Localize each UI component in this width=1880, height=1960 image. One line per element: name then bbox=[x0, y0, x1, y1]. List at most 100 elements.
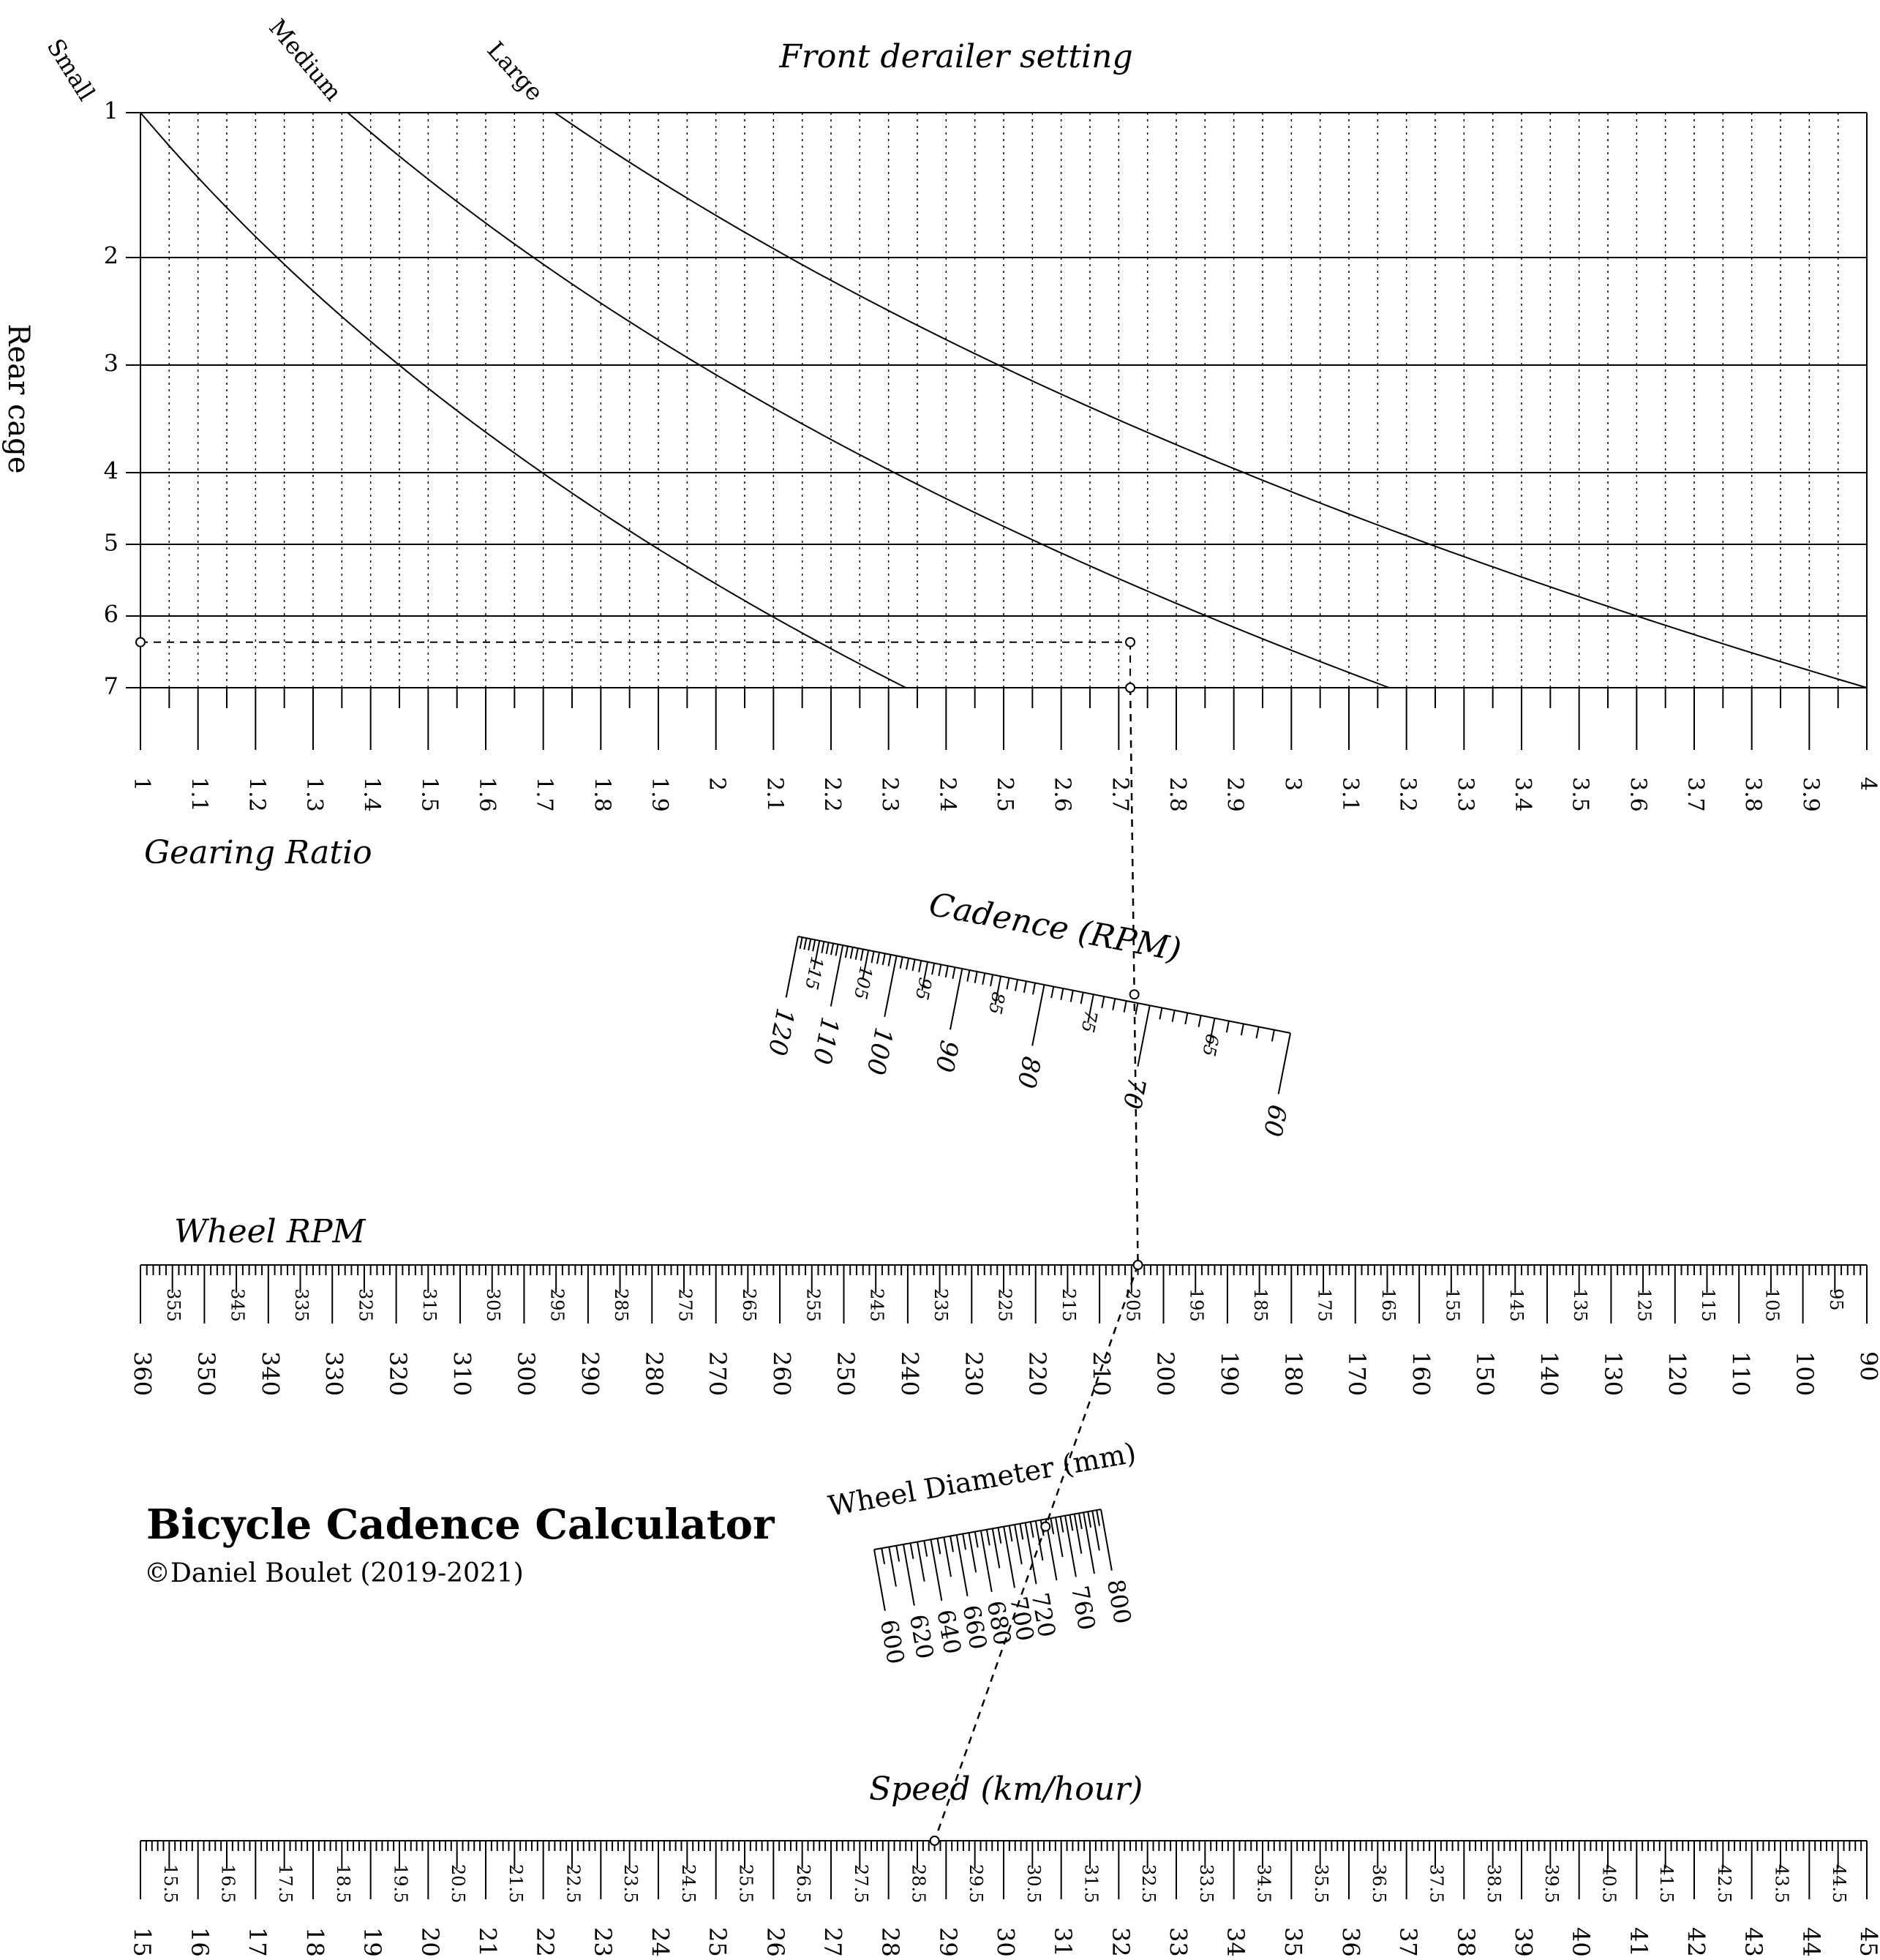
cadence-minor-tick bbox=[881, 953, 886, 966]
speed-minor-label: 22.5 bbox=[563, 1864, 584, 1903]
speed-major-label: 19 bbox=[358, 1927, 386, 1957]
cadence-minor-tick bbox=[821, 941, 825, 953]
cadence-minor-tick bbox=[1271, 1029, 1275, 1042]
speed-major-label: 29 bbox=[934, 1927, 962, 1957]
speed-major-label: 45 bbox=[1855, 1927, 1880, 1957]
cadence-minor-label: 75 bbox=[1077, 1008, 1101, 1034]
cadence-minor-tick bbox=[982, 972, 986, 985]
ratio-tick-label: 3.8 bbox=[1740, 777, 1766, 812]
ratio-tick-label: 2.4 bbox=[934, 777, 960, 812]
cadence-minor-tick bbox=[876, 952, 881, 964]
front-curve-medium bbox=[347, 112, 1390, 688]
cadence-minor-tick bbox=[844, 946, 849, 958]
cadence-minor-tick bbox=[1184, 1013, 1189, 1025]
ratio-tick-label: 1.4 bbox=[359, 777, 385, 812]
speed-minor-label: 19.5 bbox=[391, 1864, 411, 1903]
wheel-rpm-major-label: 200 bbox=[1151, 1351, 1179, 1396]
wheel-diameter-minor-tick bbox=[950, 1536, 954, 1552]
wheel-rpm-minor-label: 175 bbox=[1315, 1288, 1335, 1322]
speed-major-label: 37 bbox=[1394, 1927, 1422, 1957]
wheel-rpm-major-label: 290 bbox=[576, 1351, 604, 1396]
cadence-mid-tick bbox=[1087, 994, 1094, 1024]
cadence-scale: 120 110 100 90 80 70 60 115 105 95 85 75 65 bbox=[762, 936, 1293, 1139]
wheel-rpm-scale: 360 350 340 330 320 310 300 290 280 270 260 250 240 2… bbox=[129, 1264, 1880, 1396]
ratio-tick-label: 2.1 bbox=[762, 777, 787, 812]
cadence-minor-tick bbox=[854, 947, 859, 960]
cadence-major-label: 80 bbox=[1011, 1054, 1046, 1091]
cadence-minor-tick bbox=[799, 936, 803, 950]
wheel-rpm-minor-label: 305 bbox=[483, 1288, 503, 1322]
wheel-rpm-major-label: 270 bbox=[704, 1351, 732, 1396]
cadence-minor-tick bbox=[1135, 1002, 1139, 1015]
wheel-diameter-major-tick bbox=[1083, 1512, 1095, 1574]
wheel-diameter-minor-tick bbox=[917, 1542, 925, 1582]
speed-major-label: 40 bbox=[1567, 1927, 1595, 1957]
speed-minor-label: 43.5 bbox=[1772, 1864, 1792, 1903]
front-label-medium: Medium bbox=[263, 14, 347, 107]
ratio-tick-label: 4 bbox=[1855, 777, 1880, 791]
cadence-minor-tick bbox=[906, 958, 910, 970]
wheel-diameter-minor-tick bbox=[1091, 1510, 1100, 1551]
speed-major-label: 21 bbox=[474, 1927, 502, 1957]
wheel-diameter-major-tick bbox=[955, 1534, 969, 1596]
wheel-diameter-major-tick bbox=[873, 1549, 886, 1611]
cadence-minor-tick bbox=[911, 959, 916, 972]
wheel-rpm-minor-label: 115 bbox=[1698, 1288, 1718, 1322]
speed-label: Speed (km/hour) bbox=[869, 1771, 1143, 1808]
speed-scale: 15 16 17 18 19 20 21 22 23 24 25 26 27 28 29 30 31 32 33 34… bbox=[129, 1840, 1880, 1957]
speed-major-label: 28 bbox=[876, 1927, 904, 1957]
wheel-diameter-baseline bbox=[873, 1509, 1102, 1550]
cadence-minor-tick bbox=[899, 956, 903, 969]
wheel-rpm-minor-label: 345 bbox=[228, 1288, 248, 1322]
wheel-diameter-minor-tick bbox=[1087, 1511, 1092, 1528]
example-point-speed bbox=[929, 1836, 940, 1846]
front-label-large: Large bbox=[481, 36, 549, 106]
front-label-small: Small bbox=[42, 34, 101, 105]
ratio-tick-label: 1.5 bbox=[416, 777, 442, 812]
ratio-tick-label: 2.3 bbox=[877, 777, 903, 812]
speed-major-label: 35 bbox=[1279, 1927, 1307, 1957]
calculator-title: Bicycle Cadence Calculator bbox=[146, 1501, 775, 1549]
rear-cage-tick-label: 6 bbox=[104, 601, 119, 628]
wheel-diameter-label: 600 bbox=[875, 1618, 910, 1667]
rear-cage-tick-label: 5 bbox=[104, 529, 119, 557]
ratio-tick-label: 2.5 bbox=[992, 777, 1018, 812]
cadence-minor-tick bbox=[1225, 1021, 1230, 1033]
wheel-diameter-minor-tick bbox=[1050, 1518, 1055, 1535]
cadence-minor-label: 65 bbox=[1198, 1032, 1222, 1058]
wheel-diameter-minor-tick bbox=[1059, 1516, 1064, 1533]
wheel-diameter-minor-tick bbox=[1029, 1521, 1034, 1538]
cadence-major-label: 110 bbox=[807, 1015, 845, 1067]
cadence-minor-tick bbox=[1080, 992, 1084, 1005]
ratio-tick-label: 1.6 bbox=[474, 777, 500, 812]
cadence-major-tick bbox=[1277, 1032, 1291, 1094]
wheel-diameter-label: Wheel Diameter (mm) bbox=[826, 1437, 1138, 1522]
cadence-mid-tick bbox=[921, 961, 929, 991]
wheel-rpm-minor-label: 205 bbox=[1122, 1288, 1143, 1322]
wheel-rpm-minor-label: 295 bbox=[547, 1288, 568, 1322]
wheel-rpm-minor-label: 275 bbox=[674, 1288, 695, 1322]
cadence-minor-tick bbox=[825, 942, 830, 955]
ratio-tick-label: 2.9 bbox=[1222, 777, 1248, 812]
speed-minor-label: 34.5 bbox=[1254, 1864, 1274, 1903]
wheel-diameter-major-tick bbox=[1024, 1522, 1037, 1585]
wheel-diameter-minor-tick bbox=[1034, 1520, 1044, 1561]
speed-major-label: 42 bbox=[1682, 1927, 1710, 1957]
cadence-minor-tick bbox=[887, 954, 892, 966]
speed-minor-label: 40.5 bbox=[1599, 1864, 1620, 1903]
cadence-minor-tick bbox=[812, 939, 816, 952]
wheel-diameter-major-tick bbox=[903, 1544, 915, 1606]
speed-major-label: 41 bbox=[1625, 1927, 1652, 1957]
cadence-major-label: 60 bbox=[1257, 1103, 1293, 1139]
copyright-notice: ©Daniel Boulet (2019-2021) bbox=[144, 1558, 524, 1588]
wheel-rpm-minor-label: 145 bbox=[1506, 1288, 1527, 1322]
cadence-minor-tick bbox=[860, 949, 864, 961]
cadence-minor-tick bbox=[1014, 979, 1018, 991]
speed-major-label: 34 bbox=[1222, 1927, 1249, 1957]
wheel-rpm-minor-label: 155 bbox=[1442, 1288, 1462, 1322]
speed-minor-label: 41.5 bbox=[1656, 1864, 1677, 1903]
wheel-rpm-major-label: 260 bbox=[768, 1351, 796, 1396]
ratio-tick-label: 3.9 bbox=[1797, 777, 1823, 812]
wheel-diameter-minor-tick bbox=[1069, 1514, 1074, 1531]
rear-cage-label: Rear cage bbox=[1, 324, 35, 474]
